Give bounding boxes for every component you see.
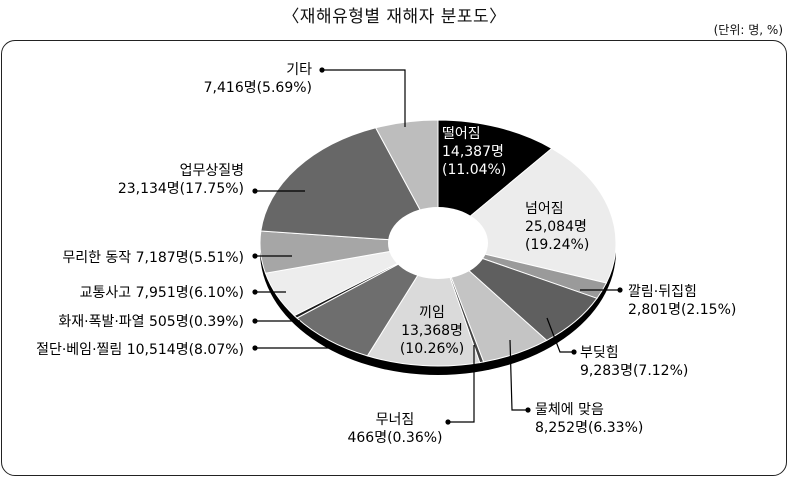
chart-title: 〈재해유형별 재해자 분포도〉 <box>282 7 507 27</box>
leader-line <box>322 69 406 127</box>
leader-dot <box>252 188 258 194</box>
slice-label: 무리한 동작 7,187명(5.51%) <box>62 250 244 266</box>
leader-dot <box>319 67 325 73</box>
leader-line <box>448 345 475 423</box>
slice-label: 화재·폭발·파열 505명(0.39%) <box>58 314 244 330</box>
leader-line <box>509 339 528 411</box>
pie-slice <box>260 127 439 244</box>
leader-dot <box>525 407 531 413</box>
slice-label: 넘어짐 25,084명 (19.24%) <box>525 201 589 253</box>
chart-frame <box>1 40 787 476</box>
slice-label: 무너짐 466명(0.36%) <box>347 412 442 446</box>
pie-hole <box>388 207 488 279</box>
leader-line <box>546 317 574 353</box>
slice-label: 떨어짐 14,387명 (11.04%) <box>442 126 506 178</box>
leader-dot <box>445 419 451 425</box>
slice-label: 절단·베임·찔림 10,514명(8.07%) <box>36 342 244 358</box>
slice-label: 끼임 13,368명 (10.26%) <box>400 305 464 357</box>
slice-label: 깔림·뒤집힘 2,801명(2.15%) <box>628 284 736 318</box>
leader-lines <box>252 67 623 425</box>
pie-slice <box>437 119 553 245</box>
leader-dot <box>252 345 258 351</box>
slice-label: 교통사고 7,951명(6.10%) <box>80 285 244 301</box>
leader-dot <box>252 318 258 324</box>
leader-dot <box>571 349 577 355</box>
unit-note: (단위: 명, %) <box>713 23 783 37</box>
pie-slice <box>296 241 440 357</box>
slice-label: 업무상질병 23,134명(17.75%) <box>118 163 244 197</box>
slice-labels: 떨어짐 14,387명 (11.04%) 넘어짐 25,084명 (19.24%) 깔림·뒤… <box>36 62 736 446</box>
leader-dot <box>252 289 258 295</box>
slice-label: 물체에 맞음 8,252명(6.33%) <box>535 402 643 436</box>
leader-dot <box>252 253 258 259</box>
slice-label: 부딪힘 9,283명(7.12%) <box>580 345 688 379</box>
leader-dot <box>617 287 623 293</box>
slice-label: 기타 7,416명(5.69%) <box>204 62 312 96</box>
